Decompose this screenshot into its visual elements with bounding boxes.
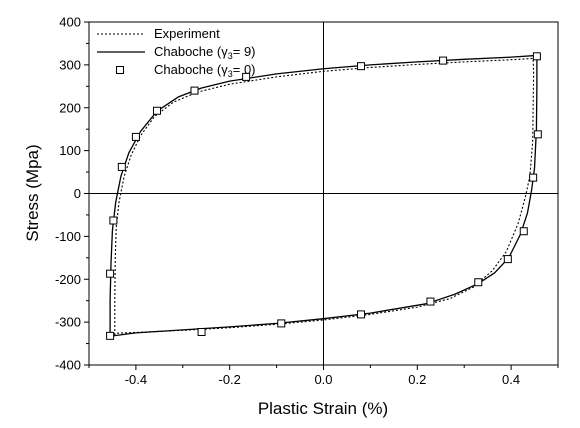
series-marker-chaboche-0: [474, 278, 483, 287]
series-marker-chaboche-0: [439, 56, 448, 65]
y-tick-label: -300: [55, 315, 81, 330]
series-marker-chaboche-0: [190, 86, 199, 95]
series-marker-chaboche-0: [519, 227, 528, 236]
series-marker-chaboche-0: [131, 132, 140, 141]
legend-label-chaboche-9: Chaboche (γ3= 9): [154, 44, 256, 61]
legend-label-chaboche-9-prefix: Chaboche (: [154, 44, 222, 59]
series-marker-chaboche-0: [277, 319, 286, 328]
series-marker-chaboche-0: [533, 130, 542, 139]
legend-label-chaboche-0-suffix: = 0): [233, 62, 256, 77]
y-tick-label: 400: [59, 15, 81, 30]
series-marker-chaboche-0: [106, 331, 115, 340]
legend-label-chaboche-0-subscript: 3: [228, 69, 233, 79]
x-tick-label: 0.0: [314, 372, 332, 387]
series-marker-chaboche-0: [109, 216, 118, 225]
series-layer: [106, 52, 542, 340]
legend-label-chaboche-9-suffix: = 9): [233, 44, 256, 59]
y-axis-ticks: -400 -300 -200 -100 0 100 200 300 400: [55, 15, 89, 373]
y-tick-label: -400: [55, 358, 81, 373]
legend-label-chaboche-0: Chaboche (γ3= 0): [154, 62, 256, 79]
legend-label-chaboche-9-subscript: 3: [228, 51, 233, 61]
series-marker-chaboche-0: [357, 62, 366, 71]
series-marker-chaboche-0: [532, 52, 541, 61]
series-marker-chaboche-0: [503, 255, 512, 264]
series-marker-chaboche-0: [529, 173, 538, 182]
series-marker-chaboche-0: [153, 106, 161, 115]
series-marker-chaboche-0: [117, 162, 126, 171]
y-tick-label: 0: [74, 186, 81, 201]
x-tick-label: 0.2: [408, 372, 426, 387]
x-tick-label: -0.2: [218, 372, 240, 387]
series-line-experiment: [114, 57, 535, 335]
series-marker-chaboche-0: [357, 310, 366, 319]
x-tick-label: -0.4: [125, 372, 147, 387]
x-tick-label: 0.4: [502, 372, 520, 387]
x-axis-title: Plastic Strain (%): [258, 399, 388, 418]
legend-label-chaboche-9-gamma: γ: [221, 44, 228, 59]
series-marker-chaboche-0: [426, 297, 435, 306]
legend-label-experiment: Experiment: [154, 26, 220, 41]
y-tick-label: -100: [55, 229, 81, 244]
legend: Experiment Chaboche (γ3= 9) Chaboche (γ3…: [97, 26, 256, 79]
series-marker-chaboche-0: [197, 327, 206, 336]
series-marker-chaboche-0: [242, 72, 251, 81]
legend-label-chaboche-0-prefix: Chaboche (: [154, 62, 222, 77]
y-tick-label: 100: [59, 143, 81, 158]
legend-swatch-chaboche-0: [116, 66, 124, 74]
y-tick-label: 200: [59, 100, 81, 115]
x-axis-ticks: -0.4 -0.2 0.0 0.2 0.4: [88, 365, 559, 387]
series-marker-chaboche-0: [106, 269, 115, 278]
y-axis-title: Stress (Mpa): [23, 144, 42, 241]
legend-label-chaboche-0-gamma: γ: [221, 62, 228, 77]
y-tick-label: 300: [59, 57, 81, 72]
y-tick-label: -200: [55, 272, 81, 287]
